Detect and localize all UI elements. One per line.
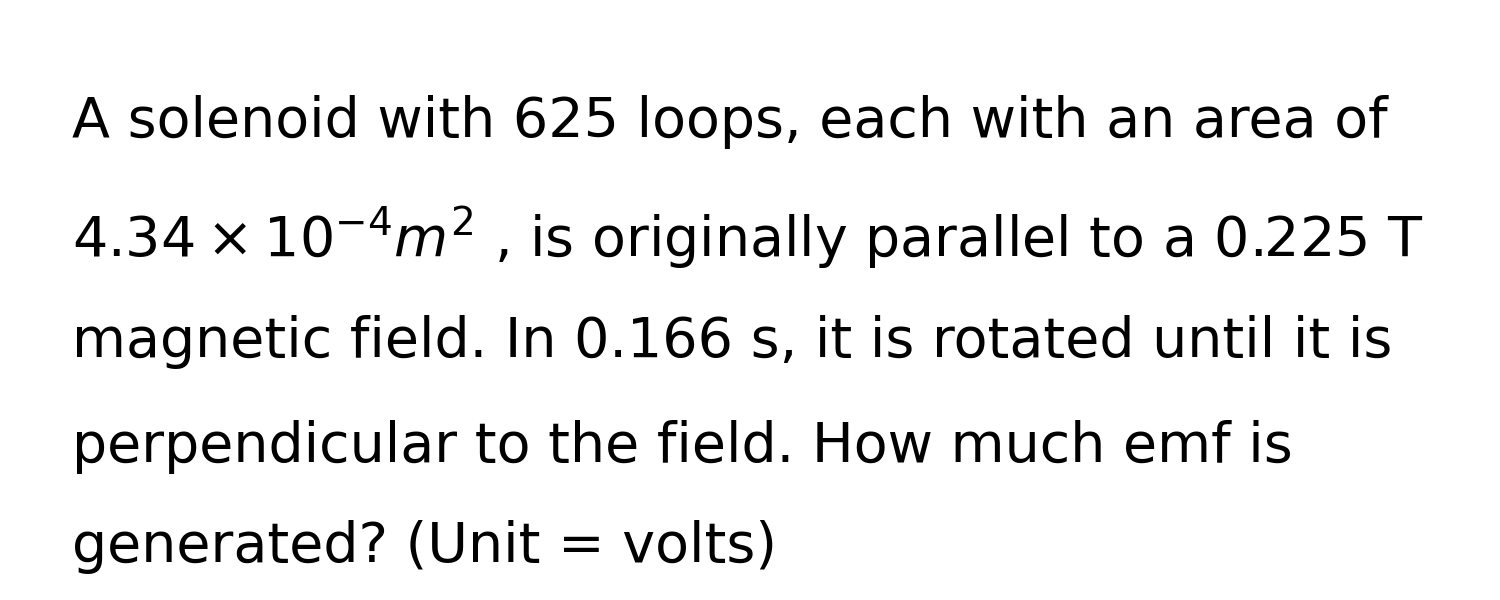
Text: A solenoid with 625 loops, each with an area of: A solenoid with 625 loops, each with an … [72, 95, 1388, 149]
Text: $4.34 \times 10^{-4}\mathit{m}^{2}$ , is originally parallel to a 0.225 T: $4.34 \times 10^{-4}\mathit{m}^{2}$ , is… [72, 205, 1423, 272]
Text: perpendicular to the field. How much emf is: perpendicular to the field. How much emf… [72, 420, 1293, 474]
Text: magnetic field. In 0.166 s, it is rotated until it is: magnetic field. In 0.166 s, it is rotate… [72, 315, 1392, 369]
Text: generated? (Unit = volts): generated? (Unit = volts) [72, 520, 777, 574]
